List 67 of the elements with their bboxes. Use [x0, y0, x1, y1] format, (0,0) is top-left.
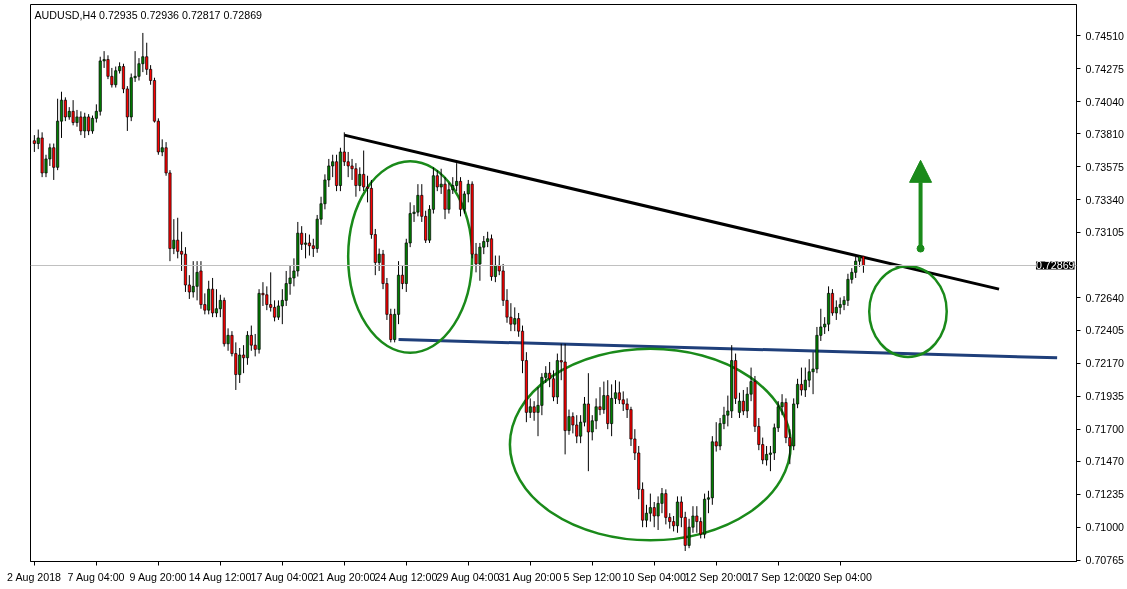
y-tick-label: 0.73340	[1085, 193, 1125, 206]
y-tick-label: 0.72405	[1085, 324, 1125, 337]
y-tick-label: 0.71700	[1085, 423, 1125, 436]
y-tick-label: 0.71000	[1085, 521, 1125, 534]
x-tick-label: 14 Aug 12:00	[188, 570, 252, 583]
candlestick	[207, 280, 211, 315]
y-tick-label: 0.72170	[1085, 357, 1125, 370]
candlestick	[273, 299, 277, 322]
candlestick	[87, 113, 91, 136]
candlestick	[90, 115, 94, 135]
candlestick	[195, 260, 199, 301]
y-tick-label: 0.71470	[1085, 455, 1125, 468]
candlestick	[71, 99, 75, 126]
candlestick	[63, 96, 67, 122]
candlestick	[648, 493, 652, 523]
candlestick	[362, 150, 366, 192]
candlestick	[335, 154, 339, 192]
x-tick-label: 5 Sep 12:00	[563, 570, 622, 583]
x-tick-label: 24 Aug 12:00	[374, 570, 438, 583]
x-tick-label: 17 Aug 04:00	[250, 570, 314, 583]
candlestick	[75, 109, 79, 128]
candlestick	[532, 400, 536, 422]
candlestick	[741, 389, 745, 416]
candlestick	[737, 392, 741, 419]
x-tick-label: 7 Aug 04:00	[67, 570, 125, 583]
x-tick-label: 12 Sep 20:00	[684, 570, 748, 583]
x-tick-label: 20 Sep 04:00	[808, 570, 872, 583]
candlestick	[245, 330, 249, 366]
candlestick	[191, 260, 195, 299]
candlestick	[803, 367, 807, 398]
x-tick-label: 31 Aug 20:00	[498, 570, 562, 583]
y-tick-label: 0.74040	[1085, 95, 1125, 108]
y-tick-label: 0.71235	[1085, 488, 1125, 501]
y-tick-label: 0.71935	[1085, 390, 1125, 403]
y-tick-label: 0.72640	[1085, 291, 1125, 304]
candlestick	[304, 232, 308, 259]
candlestick	[765, 445, 769, 467]
y-tick-label: 0.74510	[1085, 29, 1125, 42]
candlestick	[83, 112, 87, 139]
candlestick	[854, 256, 858, 279]
candlestick	[307, 234, 311, 257]
candlestick	[664, 488, 668, 525]
candlestick	[617, 381, 621, 405]
x-tick-label: 29 Aug 04:00	[436, 570, 500, 583]
candlestick	[695, 505, 699, 534]
candlestick	[513, 306, 517, 332]
candlestick	[238, 347, 242, 384]
x-tick-label: 9 Aug 20:00	[129, 570, 187, 583]
chart-title: AUDUSD,H4 0.72935 0.72936 0.72817 0.72869	[34, 8, 263, 21]
y-tick-label: 0.73810	[1085, 127, 1125, 140]
candlestick	[575, 414, 579, 444]
candlestick	[358, 166, 362, 192]
candlestick	[354, 162, 358, 198]
candlestick	[214, 288, 218, 318]
x-tick-label: 21 Aug 20:00	[312, 570, 376, 583]
candlestick	[79, 110, 83, 136]
x-tick-label: 17 Sep 12:00	[746, 570, 810, 583]
candlestick	[114, 66, 118, 89]
y-tick-label: 0.70765	[1085, 554, 1125, 567]
y-tick-label: 0.73105	[1085, 226, 1125, 239]
candlestick	[276, 299, 280, 321]
y-tick-label: 0.73575	[1085, 160, 1125, 173]
x-tick-label: 10 Sep 04:00	[622, 570, 686, 583]
y-tick-label: 0.74275	[1085, 62, 1125, 75]
x-tick-label: 2 Aug 2018	[7, 570, 62, 583]
ref-line-label: 0.72869	[1035, 259, 1075, 272]
candlestick	[211, 277, 215, 318]
